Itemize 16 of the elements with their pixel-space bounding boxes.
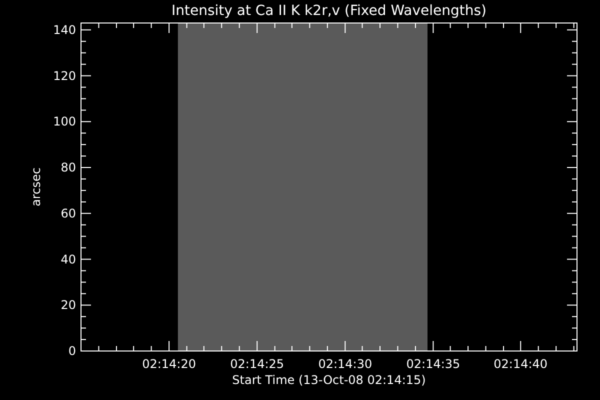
x-tick-label: 02:14:25: [230, 357, 284, 371]
x-tick-label: 02:14:30: [318, 357, 372, 371]
x-tick-label: 02:14:20: [142, 357, 196, 371]
y-tick-label: 40: [60, 252, 76, 266]
y-tick-label: 100: [53, 114, 76, 129]
y-tick-label: 20: [60, 298, 76, 312]
x-tick-label: 02:14:35: [406, 357, 460, 371]
chart-title: Intensity at Ca II K k2r,v (Fixed Wavelengths): [172, 3, 486, 19]
y-axis-title: arcsec: [29, 168, 43, 206]
y-tick-label: 120: [53, 68, 76, 83]
y-tick-label: 0: [68, 344, 76, 358]
x-tick-label: 02:14:40: [494, 357, 548, 371]
y-tick-label: 80: [60, 160, 76, 175]
x-axis-title: Start Time (13-Oct-08 02:14:15): [232, 373, 426, 387]
y-tick-label: 140: [53, 22, 76, 37]
y-tick-label: 60: [60, 206, 76, 220]
